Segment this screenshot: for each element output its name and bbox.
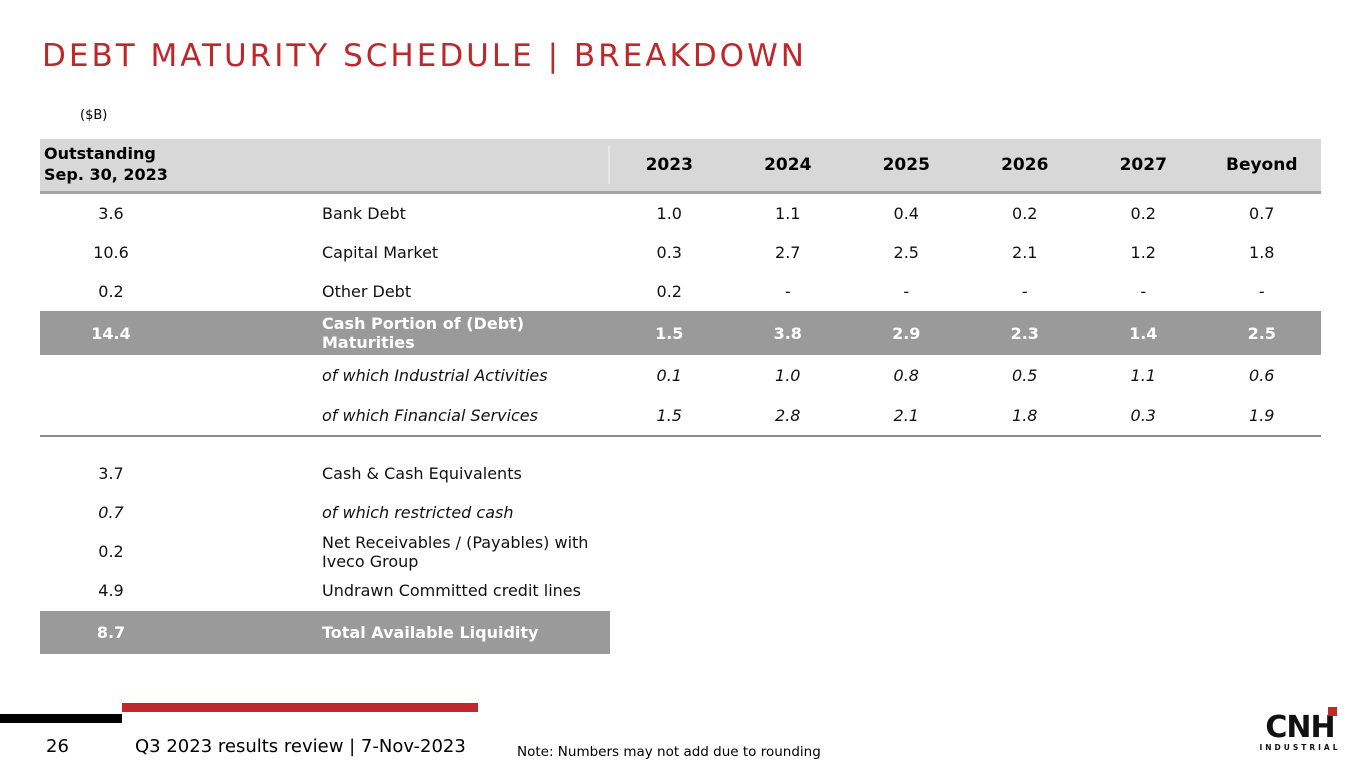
outstanding-value: 14.4 — [91, 323, 131, 343]
footer-black-bar — [0, 714, 122, 723]
col-header-2024: 2024 — [764, 155, 812, 175]
liquidity-section: 3.7 Cash & Cash Equivalents 0.7 of which… — [40, 454, 610, 654]
logo-text: CNH — [1265, 710, 1335, 745]
table-row: 10.6 Capital Market 0.3 2.7 2.5 2.1 1.2 … — [40, 233, 1321, 272]
col-header-beyond: Beyond — [1225, 155, 1298, 175]
col-header-2025: 2025 — [882, 155, 930, 175]
outstanding-value: 3.6 — [98, 204, 124, 223]
col-header-2023: 2023 — [645, 155, 693, 175]
outstanding-value: 0.2 — [98, 282, 124, 301]
table-row-highlight: 14.4 Cash Portion of (Debt) Maturities 1… — [40, 311, 1321, 355]
row-label: of which Industrial Activities — [322, 365, 548, 385]
logo-subtext: INDUSTRIAL — [1259, 743, 1341, 752]
page-title: DEBT MATURITY SCHEDULE | BREAKDOWN — [42, 38, 807, 74]
debt-maturity-table: Outstanding Sep. 30, 2023 2023 2024 2025… — [40, 139, 1321, 437]
logo-red-square-icon — [1327, 707, 1337, 716]
table-header-row: Outstanding Sep. 30, 2023 2023 2024 2025… — [40, 139, 1321, 194]
row-label: Bank Debt — [322, 204, 406, 223]
row-label: of which Financial Services — [322, 405, 538, 425]
liquidity-row: 3.7 Cash & Cash Equivalents — [98, 464, 522, 483]
col-header-2027: 2027 — [1119, 155, 1167, 175]
liquidity-row: 0.7 of which restricted cash — [98, 503, 514, 522]
footer-caption: Q3 2023 results review | 7-Nov-2023 — [135, 736, 466, 757]
liquidity-row: 0.2 Net Receivables / (Payables) with Iv… — [98, 532, 589, 571]
liquidity-total-row: 8.7 Total Available Liquidity — [40, 611, 610, 654]
table-row: 0.2 Other Debt 0.2 - - - - - — [40, 272, 1321, 311]
row-label: Other Debt — [322, 282, 412, 301]
units-label: ($B) — [80, 108, 108, 123]
row-label: Capital Market — [322, 243, 439, 262]
col-header-2026: 2026 — [1001, 155, 1049, 175]
page-number: 26 — [46, 736, 69, 757]
outstanding-header: Outstanding Sep. 30, 2023 — [40, 144, 610, 186]
footer-note: Note: Numbers may not add due to roundin… — [517, 744, 821, 760]
cnh-industrial-logo: CNH INDUSTRIAL — [1255, 707, 1345, 752]
liquidity-row: 4.9 Undrawn Committed credit lines — [98, 581, 581, 600]
table-row-subtotal: of which Financial Services 1.5 2.8 2.1 … — [40, 395, 1321, 437]
footer-red-bar — [122, 703, 478, 712]
table-row-subtotal: of which Industrial Activities 0.1 1.0 0… — [40, 355, 1321, 395]
outstanding-value: 10.6 — [93, 243, 129, 262]
row-label: Cash Portion of (Debt) Maturities — [322, 314, 525, 352]
table-row: 3.6 Bank Debt 1.0 1.1 0.4 0.2 0.2 0.7 — [40, 194, 1321, 233]
